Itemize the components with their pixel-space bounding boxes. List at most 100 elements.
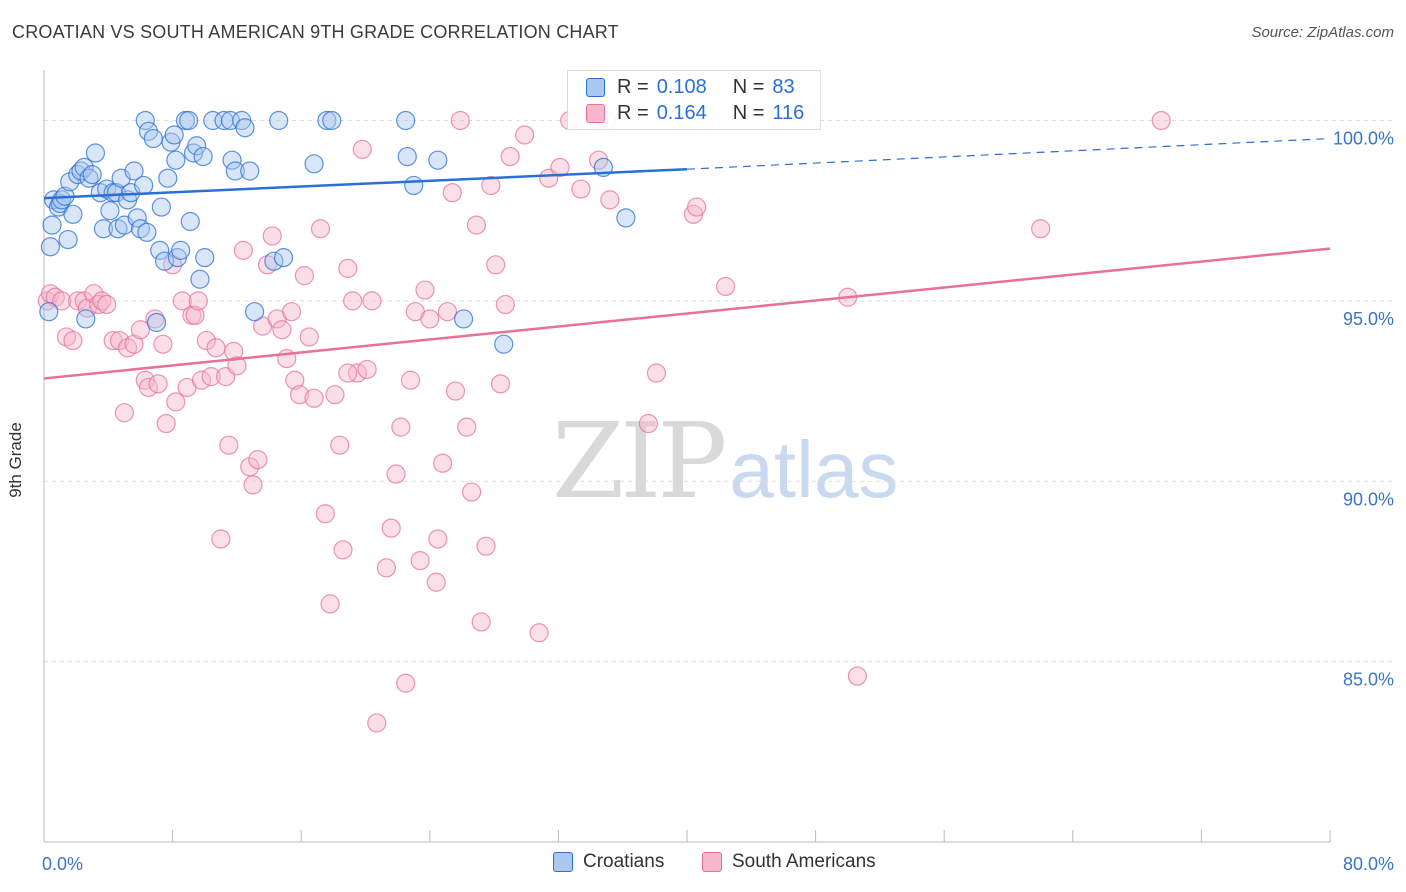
croatians-legend-swatch — [553, 852, 573, 872]
south-american-point — [325, 385, 345, 405]
croatian-point — [164, 125, 184, 145]
south-american-point — [320, 594, 340, 614]
south-american-point — [847, 666, 867, 686]
south-american-point — [206, 338, 226, 358]
south-american-point — [343, 291, 363, 311]
south-american-point — [687, 197, 707, 217]
chart-title: CROATIAN VS SOUTH AMERICAN 9TH GRADE COR… — [12, 22, 619, 42]
croatian-point — [222, 150, 242, 170]
croatian-point — [195, 247, 215, 268]
croatian-point — [146, 312, 167, 333]
south-american-point — [272, 320, 292, 340]
croatian-point — [127, 208, 147, 228]
south-american-point — [299, 327, 319, 347]
croatian-point — [397, 146, 417, 167]
croatian-point — [158, 168, 178, 188]
croatian-point — [85, 143, 106, 163]
south-american-point — [347, 363, 368, 383]
south-american-point — [457, 417, 477, 437]
croatian-point — [317, 110, 337, 131]
south-american-point — [437, 302, 458, 322]
south-american-point — [281, 302, 302, 322]
croatian-point — [71, 161, 91, 181]
series-south-americans — [37, 110, 1171, 733]
croatian-point — [108, 219, 128, 239]
y-axis-label-text: 9th Grade — [6, 422, 25, 498]
trend-lines — [43, 137, 1331, 380]
croatian-point — [273, 247, 294, 268]
south-american-point — [130, 320, 151, 340]
south-american-point — [486, 255, 506, 275]
croatian-point — [58, 229, 78, 250]
croatian-point — [106, 183, 126, 203]
croatians-swatch — [586, 77, 605, 97]
r-value: 0.164 — [656, 101, 707, 124]
south-american-point — [248, 450, 268, 470]
south-american-point — [243, 475, 263, 495]
south-american-point — [257, 255, 278, 275]
south-americans-swatch — [586, 103, 605, 123]
n-label: N = — [732, 75, 765, 98]
south-american-point — [289, 385, 310, 405]
south-american-point — [330, 435, 350, 455]
r-value: 0.108 — [656, 75, 707, 98]
south-american-point — [191, 370, 212, 390]
croatian-point — [171, 240, 191, 260]
south-american-point — [114, 403, 134, 423]
south-american-point — [138, 377, 159, 398]
croatian-point — [179, 110, 199, 131]
stats-row-croatians: R = 0.108 N = 83 — [586, 75, 795, 99]
source-credit: Source: ZipAtlas.com — [1251, 24, 1394, 41]
south-american-point — [117, 338, 138, 358]
croatian-point — [269, 110, 289, 131]
south-american-point — [428, 529, 448, 549]
south-american-point — [515, 125, 535, 145]
south-american-point — [481, 175, 501, 196]
croatian-point — [190, 269, 210, 289]
south-american-point — [1031, 219, 1051, 239]
south-american-point — [56, 327, 77, 347]
legend-item-south-americans[interactable]: South Americans — [702, 851, 876, 873]
south-american-point — [400, 370, 421, 390]
south-american-point — [333, 540, 353, 560]
croatians-trend-line — [43, 167, 688, 200]
croatian-point — [76, 309, 96, 329]
croatian-point — [100, 201, 120, 221]
south-american-point — [285, 370, 305, 390]
south-american-point — [357, 359, 377, 380]
south-american-point — [338, 363, 358, 383]
south-american-point — [445, 381, 466, 401]
croatian-point — [396, 110, 416, 131]
y-tick-label: 100.0% — [1333, 129, 1394, 149]
croatian-point — [187, 136, 207, 156]
croatian-point — [63, 204, 83, 224]
n-value: 116 — [772, 101, 805, 124]
croatian-point — [150, 240, 170, 260]
croatian-point — [453, 309, 474, 329]
croatian-point — [616, 208, 636, 228]
tick-labels: 85.0% 90.0% 95.0% 100.0% 0.0% 80.0% — [42, 129, 1394, 874]
croatian-point — [404, 175, 424, 196]
legend-item-croatians[interactable]: Croatians — [553, 851, 664, 873]
south-americans-trend-line — [43, 247, 1331, 380]
south-american-point — [201, 367, 221, 387]
croatian-point — [97, 179, 117, 199]
stats-legend: R = 0.108 N = 83 R = 0.164 N = 116 — [567, 70, 821, 130]
croatian-point — [244, 302, 265, 322]
south-american-point — [109, 330, 130, 351]
south-american-point — [450, 110, 470, 131]
south-american-point — [442, 183, 462, 203]
south-american-point — [188, 291, 208, 311]
croatian-point — [143, 128, 163, 149]
r-label: R = — [617, 75, 649, 98]
south-american-point — [638, 413, 659, 434]
south-american-point — [1151, 110, 1171, 131]
croatian-point — [428, 150, 448, 170]
series-croatians — [39, 110, 636, 354]
series-legend: Croatians South Americans — [0, 851, 1406, 877]
croatian-point — [235, 118, 255, 138]
south-american-point — [386, 464, 406, 484]
croatian-point — [180, 211, 200, 232]
croatian-point — [79, 168, 99, 188]
croatian-point — [82, 165, 102, 185]
